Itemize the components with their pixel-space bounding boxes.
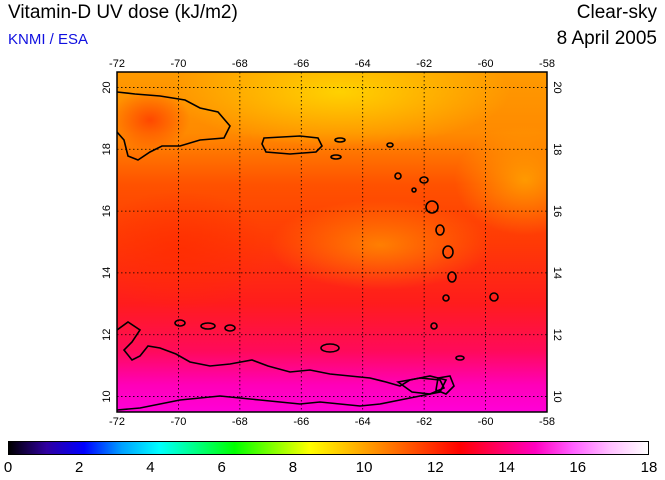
lon-tick-label-top: -60 bbox=[478, 58, 494, 70]
st-lucia-outline bbox=[447, 271, 457, 283]
lon-tick-label-bottom: -70 bbox=[170, 416, 186, 428]
colorbar-tick-label: 14 bbox=[498, 459, 515, 476]
venezuela-coast-outline bbox=[117, 321, 448, 411]
lat-tick-label-right: 14 bbox=[551, 267, 563, 279]
lon-tick-label-top: -68 bbox=[232, 58, 248, 70]
hispaniola-outline bbox=[117, 91, 231, 161]
lat-tick-label-right: 10 bbox=[551, 390, 563, 402]
lat-tick-label-right: 16 bbox=[551, 205, 563, 217]
guadeloupe-outline bbox=[425, 200, 439, 214]
virgin-islands-outline-2 bbox=[330, 154, 342, 160]
map-title: Vitamin-D UV dose (kJ/m2) bbox=[8, 2, 238, 23]
puerto-rico-outline bbox=[261, 135, 323, 155]
colorbar-tick-label: 6 bbox=[217, 459, 226, 476]
lat-tick-label-right: 20 bbox=[551, 81, 563, 93]
lat-tick-label-left: 16 bbox=[101, 205, 113, 217]
lon-tick-label-top: -62 bbox=[416, 58, 432, 70]
lon-tick-label-bottom: -64 bbox=[355, 416, 371, 428]
colorbar-tick-label: 4 bbox=[146, 459, 155, 476]
lat-lon-grid bbox=[117, 72, 547, 412]
lon-tick-label-top: -66 bbox=[293, 58, 309, 70]
lat-tick-label-right: 18 bbox=[551, 143, 563, 155]
grenada-outline bbox=[430, 322, 438, 330]
uv-dose-map: -72 -72 -70 -70 -68 -68 -66 -66 -64 -64 -62 -62 -60 -… bbox=[101, 58, 563, 428]
lat-tick-label-left: 10 bbox=[101, 390, 113, 402]
lat-tick-label-left: 18 bbox=[101, 143, 113, 155]
lon-tick-label-bottom: -68 bbox=[232, 416, 248, 428]
lat-tick-label-left: 14 bbox=[101, 267, 113, 279]
colorbar-tick-label: 10 bbox=[355, 459, 373, 476]
paria-peninsula-outline bbox=[395, 377, 446, 395]
colorbar-tick-label: 18 bbox=[640, 459, 658, 476]
credit-label: KNMI / ESA bbox=[8, 31, 89, 48]
martinique-outline bbox=[442, 245, 454, 259]
lon-tick-label-bottom: -72 bbox=[109, 416, 125, 428]
lon-tick-label-bottom: -62 bbox=[416, 416, 432, 428]
st-kitts-outline bbox=[394, 172, 402, 180]
lat-tick-label-left: 20 bbox=[101, 81, 113, 93]
lon-tick-label-top: -70 bbox=[170, 58, 186, 70]
lon-tick-label-top: -64 bbox=[355, 58, 371, 70]
margarita-outline bbox=[320, 343, 340, 353]
date-label: 8 April 2005 bbox=[556, 28, 657, 49]
colorbar-tick-label: 8 bbox=[288, 459, 298, 476]
colorbar-tick-label: 2 bbox=[75, 459, 84, 476]
lon-tick-label-bottom: -58 bbox=[539, 416, 555, 428]
trinidad-outline bbox=[435, 375, 455, 395]
colorbar bbox=[8, 441, 649, 455]
colorbar-tick-label: 16 bbox=[569, 459, 587, 476]
dominica-outline bbox=[435, 224, 445, 236]
lon-tick-label-bottom: -66 bbox=[293, 416, 309, 428]
curacao-outline bbox=[200, 322, 216, 330]
aruba-outline bbox=[174, 319, 186, 327]
map-frame bbox=[116, 71, 548, 413]
lon-tick-label-top: -58 bbox=[539, 58, 555, 70]
lon-tick-label-top: -72 bbox=[109, 58, 125, 70]
lat-tick-label-right: 12 bbox=[551, 329, 563, 341]
uv-dose-field bbox=[117, 72, 547, 412]
anguilla-outline bbox=[386, 142, 394, 148]
st-vincent-outline bbox=[442, 294, 450, 302]
axis-tick-labels: -72 -72 -70 -70 -68 -68 -66 -66 -64 -64 -62 -62 -60 -… bbox=[101, 58, 563, 428]
antigua-outline bbox=[419, 176, 429, 184]
lat-tick-label-left: 12 bbox=[101, 329, 113, 341]
coastline-outlines bbox=[117, 91, 499, 411]
barbados-outline bbox=[489, 292, 499, 302]
bonaire-outline bbox=[224, 324, 236, 332]
colorbar-tick-label: 0 bbox=[3, 459, 13, 476]
colorbar-tick-label: 12 bbox=[426, 459, 444, 476]
montserrat-outline bbox=[411, 187, 417, 193]
lon-tick-label-bottom: -60 bbox=[478, 416, 494, 428]
virgin-islands-outline bbox=[334, 137, 346, 143]
sky-condition-label: Clear-sky bbox=[576, 2, 657, 23]
tobago-outline bbox=[455, 355, 465, 361]
